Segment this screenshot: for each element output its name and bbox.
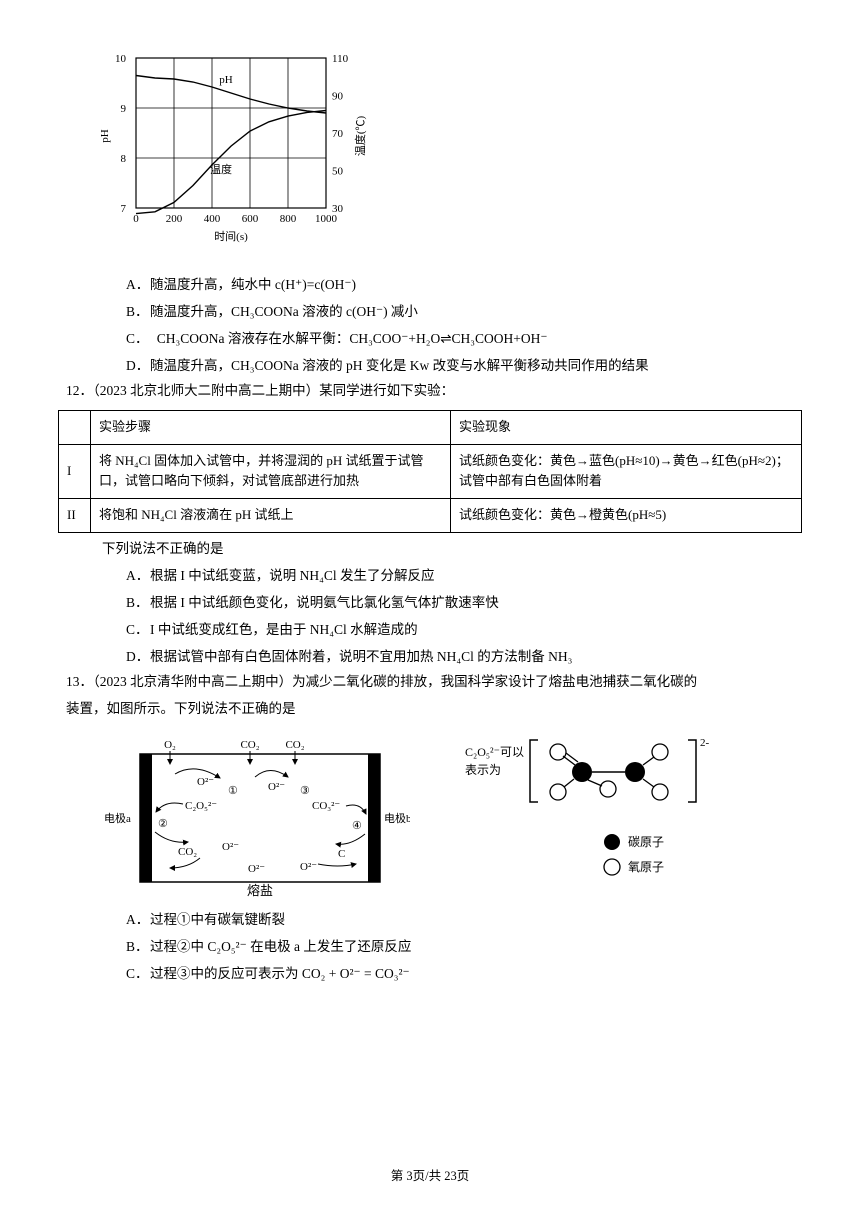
- q12-option-c: C．I 中试纸变成红色，是由于 NH₄Cl 水解造成的: [126, 618, 802, 643]
- q12-stem: 下列说法不正确的是: [102, 537, 802, 562]
- svg-text:CO₂: CO₂: [178, 846, 197, 858]
- svg-text:2-: 2-: [700, 737, 710, 749]
- table-row: I 将 NH₄Cl 固体加入试管中，并将湿润的 pH 试纸置于试管口，试管口略向…: [59, 444, 802, 499]
- svg-text:CO₃²⁻: CO₃²⁻: [312, 800, 340, 812]
- svg-text:O²⁻: O²⁻: [248, 863, 265, 875]
- svg-text:110: 110: [332, 53, 349, 65]
- x-axis-label: 时间(s): [214, 230, 248, 243]
- q12-option-a: A．根据 I 中试纸变蓝，说明 NH₄Cl 发生了分解反应: [126, 564, 802, 589]
- q11-option-c: C． CH₃COONa 溶液存在水解平衡：CH₃COO⁻+H₂O⇌CH₃COOH…: [126, 327, 802, 352]
- svg-text:200: 200: [166, 213, 183, 225]
- ph-line-label: pH: [219, 74, 233, 86]
- svg-text:O²⁻: O²⁻: [268, 781, 285, 793]
- svg-text:800: 800: [280, 213, 297, 225]
- svg-text:CO₂: CO₂: [285, 739, 304, 751]
- table-row: II 将饱和 NH₄Cl 溶液滴在 pH 试纸上 试纸颜色变化：黄色→橙黄色(p…: [59, 499, 802, 533]
- temp-line-label: 温度: [210, 162, 232, 176]
- page-footer: 第 3页/共 23页: [0, 1165, 860, 1188]
- ph-temperature-chart: 10 9 8 7 110 90 70 50 30 0 200 400 600 8…: [86, 48, 802, 265]
- q13-option-a: A．过程①中有碳氧键断裂: [126, 908, 802, 933]
- svg-text:①: ①: [228, 785, 238, 797]
- svg-text:600: 600: [242, 213, 259, 225]
- svg-text:C₂O₅²⁻可以: C₂O₅²⁻可以: [465, 745, 524, 759]
- q13-header: 13．（2023 北京清华附中高二上期中）为减少二氧化碳的排放，我国科学家设计了…: [66, 670, 802, 695]
- c2o5-structure-diagram: C₂O₅²⁻可以 表示为 2-: [460, 732, 760, 887]
- svg-text:②: ②: [158, 818, 168, 830]
- svg-text:O₂: O₂: [164, 739, 176, 751]
- q11-option-a: A．随温度升高，纯水中 c(H⁺)=c(OH⁻): [126, 273, 802, 298]
- q12-option-b: B．根据 I 中试纸颜色变化，说明氨气比氯化氢气体扩散速率快: [126, 591, 802, 616]
- q13-option-b: B．过程②中 C₂O₅²⁻ 在电极 a 上发生了还原反应: [126, 935, 802, 960]
- q12-header: 12．（2023 北京北师大二附中高二上期中）某同学进行如下实验：: [66, 379, 802, 404]
- svg-text:10: 10: [115, 53, 127, 65]
- svg-text:④: ④: [352, 820, 362, 832]
- y-right-label: 温度(℃): [353, 116, 367, 157]
- q12-option-d: D．根据试管中部有白色固体附着，说明不宜用加热 NH₄Cl 的方法制备 NH₃: [126, 645, 802, 670]
- q11-option-d: D．随温度升高，CH₃COONa 溶液的 pH 变化是 Kw 改变与水解平衡移动…: [126, 354, 802, 379]
- q13-diagrams: O₂ CO₂ CO₂ 电极a 电极b O²⁻ O²⁻ ① ③ C₂O₅²⁻ ② …: [100, 732, 802, 902]
- svg-text:400: 400: [204, 213, 221, 225]
- svg-text:7: 7: [121, 203, 127, 215]
- svg-text:③: ③: [300, 785, 310, 797]
- q13-header2: 装置，如图所示。下列说法不正确的是: [66, 697, 802, 722]
- svg-text:9: 9: [121, 103, 127, 115]
- svg-text:O²⁻: O²⁻: [197, 776, 214, 788]
- svg-text:电极a: 电极a: [104, 811, 131, 825]
- q13-option-c: C．过程③中的反应可表示为 CO₂ + O²⁻ = CO₃²⁻: [126, 962, 802, 987]
- q11-option-b: B．随温度升高，CH₃COONa 溶液的 c(OH⁻) 减小: [126, 300, 802, 325]
- svg-text:50: 50: [332, 166, 344, 178]
- svg-text:熔盐: 熔盐: [247, 883, 273, 898]
- svg-text:90: 90: [332, 91, 344, 103]
- q12-table: 实验步骤 实验现象 I 将 NH₄Cl 固体加入试管中，并将湿润的 pH 试纸置…: [58, 410, 802, 533]
- svg-text:碳原子: 碳原子: [628, 835, 664, 849]
- svg-text:0: 0: [133, 213, 139, 225]
- y-left-label: pH: [99, 129, 111, 143]
- svg-text:O²⁻: O²⁻: [300, 861, 317, 873]
- svg-text:表示为: 表示为: [465, 763, 501, 777]
- svg-text:70: 70: [332, 128, 344, 140]
- molten-salt-cell-diagram: O₂ CO₂ CO₂ 电极a 电极b O²⁻ O²⁻ ① ③ C₂O₅²⁻ ② …: [100, 732, 410, 902]
- svg-text:C₂O₅²⁻: C₂O₅²⁻: [185, 800, 217, 812]
- svg-text:1000: 1000: [315, 213, 338, 225]
- svg-text:氧原子: 氧原子: [628, 860, 664, 874]
- svg-text:C: C: [338, 848, 345, 860]
- svg-text:电极b: 电极b: [384, 811, 410, 825]
- svg-text:O²⁻: O²⁻: [222, 841, 239, 853]
- svg-text:8: 8: [121, 153, 127, 165]
- svg-text:CO₂: CO₂: [240, 739, 259, 751]
